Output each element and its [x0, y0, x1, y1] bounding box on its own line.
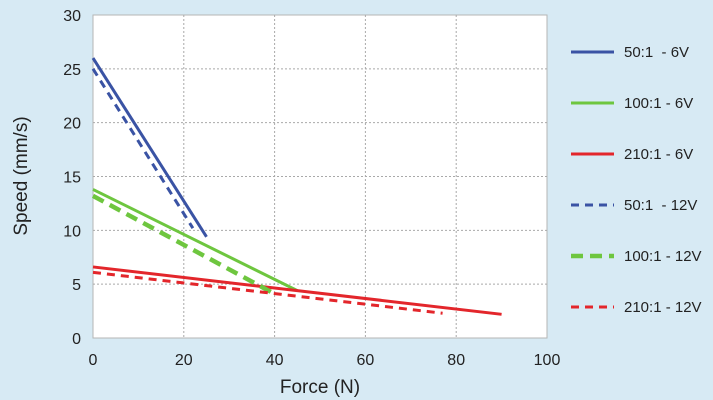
x-tick-label: 0 — [89, 352, 98, 369]
legend-label: 210:1 - 12V — [624, 299, 702, 316]
tick-labels: 0 5 10 15 20 25 30 0 20 40 60 80 100 — [63, 8, 560, 369]
series-lines — [91, 57, 502, 316]
series-line — [91, 57, 208, 238]
x-tick-label: 60 — [357, 352, 375, 369]
y-tick-label: 20 — [63, 116, 81, 133]
series-line — [92, 188, 298, 292]
series-line — [92, 270, 443, 315]
y-tick-label: 0 — [72, 331, 81, 348]
legend: 50:1 - 6V 100:1 - 6V 210:1 - 6V 50:1 - 12V 1… — [571, 44, 702, 316]
legend-label: 100:1 - 12V — [624, 248, 702, 265]
legend-label: 50:1 - 6V — [624, 44, 689, 61]
x-tick-label: 80 — [447, 352, 465, 369]
x-tick-label: 20 — [175, 352, 193, 369]
series-line — [91, 193, 276, 296]
y-axis-title: Speed (mm/s) — [11, 116, 32, 235]
x-axis-title: Force (N) — [280, 377, 360, 398]
y-tick-label: 10 — [63, 223, 81, 240]
legend-label: 210:1 - 6V — [624, 146, 693, 163]
series-line — [91, 68, 195, 229]
legend-label: 50:1 - 12V — [624, 197, 697, 214]
y-tick-label: 15 — [63, 170, 81, 187]
x-tick-label: 100 — [534, 352, 561, 369]
y-tick-label: 25 — [63, 62, 81, 79]
y-tick-label: 5 — [72, 277, 81, 294]
series-line — [92, 265, 502, 316]
legend-label: 100:1 - 6V — [624, 95, 693, 112]
y-tick-label: 30 — [63, 8, 81, 25]
x-tick-label: 40 — [266, 352, 284, 369]
